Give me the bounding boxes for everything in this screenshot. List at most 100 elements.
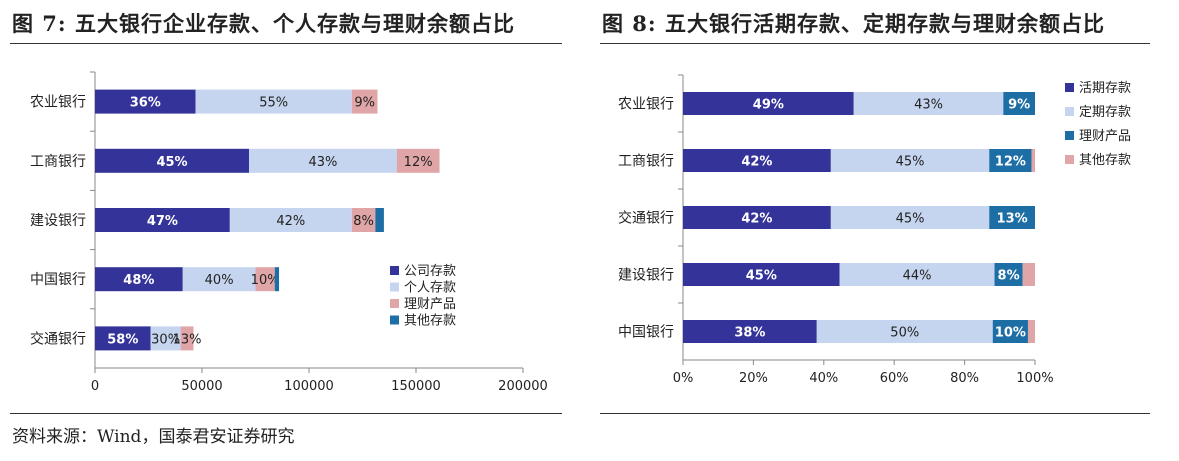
right-legend-label: 其他存款 — [1079, 153, 1131, 168]
right-stacked-bar-chart: 0% 20% 40% 60% 80% 100% 农业银行 49% 43% 9% 工商银行 42% 45%… — [618, 74, 1131, 386]
left-data-label: 48% — [123, 273, 154, 288]
right-legend-label: 理财产品 — [1079, 129, 1131, 144]
left-bar-segment — [95, 148, 250, 173]
left-category-label: 建设银行 — [30, 213, 86, 229]
right-x-tick-label: 100% — [1016, 371, 1053, 386]
right-bar-segment — [683, 206, 831, 229]
left-data-label: 30% — [151, 332, 180, 347]
right-bar-segment — [1003, 92, 1035, 115]
right-x-tick-label: 20% — [739, 371, 768, 386]
right-bar-segment — [839, 263, 995, 286]
source-note: 资料来源：Wind，国泰君安证券研究 — [12, 427, 295, 447]
left-chart-title: 图 7: 五大银行企业存款、个人存款与理财余额占比 — [12, 11, 515, 36]
right-data-label: 45% — [896, 155, 925, 170]
right-data-label: 42% — [741, 212, 772, 227]
left-bar-segment — [95, 89, 196, 114]
right-category-label: 中国银行 — [618, 325, 674, 341]
right-category-label: 农业银行 — [618, 97, 674, 113]
right-bar-segment — [989, 149, 1032, 172]
left-category-label: 农业银行 — [30, 95, 86, 111]
left-data-label: 10% — [251, 273, 280, 288]
left-legend-label: 个人存款 — [404, 281, 456, 296]
left-bar-segment — [351, 208, 376, 232]
right-bar-segment — [989, 206, 1035, 229]
right-x-tick-label: 40% — [809, 371, 838, 386]
left-data-label: 9% — [354, 96, 375, 111]
right-data-label: 42% — [741, 155, 772, 170]
right-title-rule — [600, 43, 1150, 44]
left-bar-segment — [351, 89, 378, 114]
left-legend-swatch — [390, 315, 399, 325]
right-legend-swatch — [1065, 131, 1074, 140]
left-bar-segment — [229, 208, 352, 232]
right-data-label: 44% — [903, 269, 932, 284]
left-data-label: 12% — [404, 155, 433, 170]
left-data-label: 45% — [156, 155, 187, 170]
left-bottom-rule — [10, 413, 562, 414]
right-legend-label: 活期存款 — [1079, 81, 1131, 96]
right-bar-segment — [992, 320, 1028, 343]
left-data-label: 55% — [259, 96, 288, 111]
right-legend-swatch — [1065, 83, 1074, 92]
left-data-label: 13% — [173, 332, 202, 347]
right-data-label: 8% — [998, 269, 1020, 284]
right-bottom-rule — [600, 413, 1150, 414]
right-data-label: 45% — [896, 212, 925, 227]
right-legend-swatch — [1065, 107, 1074, 116]
left-bar-segment — [255, 267, 275, 292]
right-category-label: 建设银行 — [618, 268, 674, 284]
left-legend-label: 理财产品 — [404, 297, 456, 312]
right-data-label: 38% — [734, 326, 765, 341]
right-bar-segment — [1031, 149, 1035, 172]
right-data-label: 10% — [995, 326, 1026, 341]
left-data-label: 58% — [107, 332, 138, 347]
right-legend-swatch — [1065, 155, 1074, 164]
left-bar-segment — [95, 267, 183, 292]
right-bar-segment — [816, 320, 993, 343]
right-bar-segment — [1022, 263, 1035, 286]
right-category-label: 交通银行 — [618, 210, 674, 227]
left-data-label: 47% — [147, 214, 178, 229]
right-data-label: 43% — [914, 98, 943, 113]
left-bar-segment — [375, 208, 384, 232]
left-data-label: 36% — [130, 96, 161, 111]
right-legend-label: 定期存款 — [1079, 105, 1131, 120]
left-bar-segment — [150, 326, 181, 351]
left-data-label: 42% — [276, 214, 305, 229]
left-legend-label: 公司存款 — [404, 264, 456, 279]
right-data-label: 45% — [746, 269, 777, 284]
left-x-tick-label: 150000 — [391, 379, 441, 394]
left-data-label: 43% — [308, 155, 337, 170]
left-stacked-bar-chart: 0 50000 100000 150000 200000 农业银行 36% 55% 9% 工商银行… — [30, 71, 548, 394]
right-bar-segment — [683, 149, 831, 172]
right-bar-segment — [683, 92, 854, 115]
right-category-label: 工商银行 — [618, 154, 674, 170]
left-category-label: 交通银行 — [30, 330, 86, 347]
left-bar-segment — [396, 148, 440, 173]
right-bar-segment — [830, 206, 990, 229]
right-data-label: 9% — [1008, 98, 1030, 113]
left-category-label: 工商银行 — [30, 154, 86, 170]
right-bar-segment — [683, 320, 817, 343]
right-x-tick-label: 60% — [880, 371, 909, 386]
left-legend-label: 其他存款 — [404, 314, 456, 329]
left-bar-segment — [95, 208, 230, 232]
left-legend-swatch — [390, 282, 399, 292]
left-title-rule — [10, 43, 562, 44]
left-legend-swatch — [390, 299, 399, 308]
right-data-label: 50% — [890, 326, 919, 341]
right-data-label: 49% — [753, 98, 784, 113]
right-bar-segment — [853, 92, 1004, 115]
right-x-tick-label: 0% — [673, 371, 694, 386]
left-x-tick-label: 0 — [91, 379, 99, 394]
right-chart-title: 图 8: 五大银行活期存款、定期存款与理财余额占比 — [602, 11, 1105, 36]
left-bar-segment — [95, 326, 151, 351]
right-bar-segment — [1027, 320, 1035, 343]
left-x-tick-label: 200000 — [498, 379, 548, 394]
right-bar-segment — [683, 263, 840, 286]
left-bar-segment — [274, 267, 280, 292]
right-bar-segment — [994, 263, 1023, 286]
left-bar-segment — [249, 148, 397, 173]
right-bar-segment — [830, 149, 990, 172]
left-bar-segment — [180, 326, 194, 351]
